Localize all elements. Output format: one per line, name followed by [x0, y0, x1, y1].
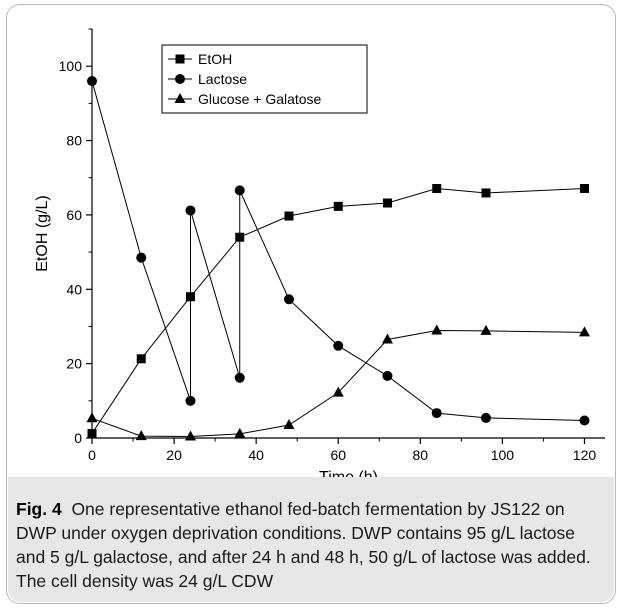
x-tick-label: 100: [491, 447, 515, 463]
data-point-glucose-galatose: [431, 324, 443, 335]
data-point-lactose: [87, 76, 97, 87]
data-point-etoh: [87, 429, 97, 439]
chart-legend: EtOH Lactose Glucose + Galatose: [161, 44, 368, 114]
y-tick-label: 60: [66, 207, 82, 223]
data-point-glucose-galatose: [332, 386, 344, 397]
data-point-etoh: [382, 198, 392, 208]
data-point-etoh: [432, 184, 442, 194]
x-tick-label: 40: [248, 447, 264, 463]
data-point-lactose: [185, 205, 196, 216]
caption-label: Fig. 4: [16, 499, 62, 519]
data-point-etoh: [333, 201, 343, 211]
series-line-lactose: [91, 80, 585, 422]
data-point-etoh: [579, 184, 589, 194]
data-point-glucose-galatose: [381, 333, 393, 344]
legend-label-glucose-galatose: Glucose + Galatose: [198, 91, 322, 107]
data-point-lactose: [382, 370, 393, 381]
legend-marker-etoh: [175, 54, 185, 64]
data-point-lactose: [234, 185, 245, 196]
data-point-glucose-galatose: [283, 418, 295, 429]
legend-label-etoh: EtOH: [198, 51, 232, 67]
series-line-etoh: [91, 188, 585, 434]
data-point-glucose-galatose: [480, 324, 492, 335]
y-axis-label: EtOH (g/L): [34, 195, 51, 271]
legend-box: [161, 44, 368, 114]
data-point-lactose: [333, 340, 344, 351]
legend-marker-lactose: [175, 74, 185, 84]
data-point-lactose: [136, 252, 147, 263]
data-point-lactose: [480, 412, 491, 423]
legend-label-lactose: Lactose: [198, 71, 247, 87]
data-point-lactose: [234, 372, 245, 383]
data-point-lactose: [283, 294, 294, 305]
figure-caption: Fig. 4 One representative ethanol fed-ba…: [16, 497, 608, 593]
chart-plot-area: [86, 76, 590, 441]
y-tick-label: 40: [66, 281, 82, 297]
x-tick-label: 60: [330, 447, 346, 463]
data-point-glucose-galatose: [234, 427, 246, 438]
data-point-glucose-galatose: [184, 430, 196, 441]
x-tick-label: 120: [573, 447, 597, 463]
y-tick-label: 20: [66, 356, 82, 372]
chart-axes: 0 20 40 60 80 100 120 0 20 40 60 80 100: [59, 28, 605, 463]
x-axis-label: Time (h): [319, 469, 378, 477]
data-point-lactose: [431, 408, 442, 419]
x-tick-label: 80: [413, 447, 429, 463]
series-line-glucose-galatose: [91, 330, 585, 438]
legend-marker-glucose-galatose: [174, 93, 186, 103]
data-point-lactose: [185, 395, 196, 406]
figure-frame: 0 20 40 60 80 100 120 0 20 40 60 80 100 EtOH Lactose G…: [6, 4, 616, 604]
y-tick-label: 80: [66, 133, 82, 149]
data-point-etoh: [284, 211, 294, 221]
y-tick-label: 100: [59, 58, 83, 74]
y-tick-label: 0: [74, 430, 82, 446]
data-point-etoh: [136, 354, 146, 364]
x-tick-label: 0: [88, 447, 96, 463]
data-point-glucose-galatose: [135, 430, 147, 441]
x-tick-label: 20: [166, 447, 182, 463]
chart: 0 20 40 60 80 100 120 0 20 40 60 80 100 EtOH Lactose G…: [34, 28, 605, 477]
caption-box: Fig. 4 One representative ethanol fed-ba…: [8, 477, 614, 602]
data-point-lactose: [579, 415, 590, 426]
data-point-glucose-galatose: [578, 326, 590, 337]
caption-text: One representative ethanol fed-batch fer…: [16, 499, 591, 591]
data-point-glucose-galatose: [86, 412, 98, 423]
data-point-etoh: [481, 188, 491, 198]
